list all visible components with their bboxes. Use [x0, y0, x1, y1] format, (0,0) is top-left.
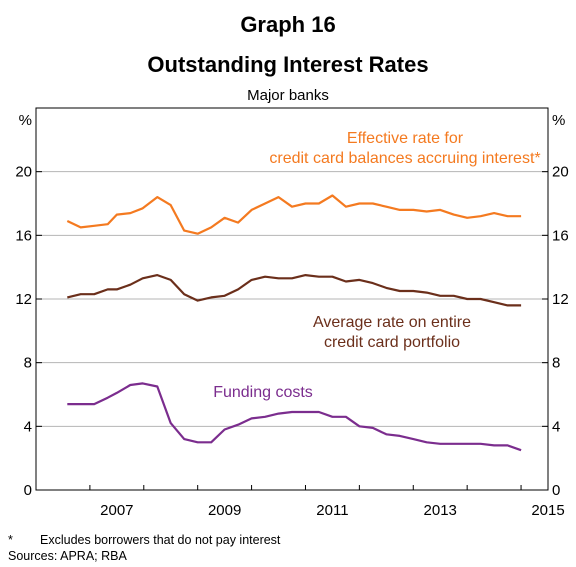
series-line	[67, 382, 522, 452]
x-tick-label: 2009	[208, 502, 241, 519]
y-tick-label-right: 8	[552, 355, 560, 372]
y-unit-right: %	[552, 112, 565, 129]
y-tick-label-right: 16	[552, 227, 569, 244]
series-label: Average rate on entire	[313, 314, 471, 331]
x-tick-label: 2011	[316, 502, 348, 519]
y-tick-label-right: 4	[552, 418, 560, 435]
x-tick-label: 2013	[424, 502, 457, 519]
x-tick-label: 2015	[531, 502, 564, 519]
y-tick-label-right: 0	[552, 482, 560, 499]
y-tick-label-right: 20	[552, 164, 569, 181]
series-label: Effective rate for	[347, 130, 464, 147]
x-tick-label: 2007	[100, 502, 133, 519]
footnote-text: Excludes borrowers that do not pay inter…	[40, 533, 281, 547]
footnote-marker: *	[8, 533, 13, 547]
chart-title-line2: Outstanding Interest Rates	[147, 52, 429, 77]
series-line	[66, 194, 522, 235]
y-tick-label-left: 8	[24, 355, 32, 372]
chart-title-line1: Graph 16	[240, 12, 336, 37]
series-line	[67, 274, 522, 307]
series-label: credit card balances accruing interest*	[269, 150, 540, 167]
chart-subtitle: Major banks	[247, 87, 329, 104]
y-tick-label-left: 16	[15, 227, 32, 244]
line-chart: 0 0 4 4 8 8 12 12 16 16 20 20% % 2007 2009 2011 2013 2015…	[15, 107, 569, 519]
y-unit-left: %	[19, 112, 32, 129]
y-tick-label-left: 4	[24, 418, 32, 435]
sources-note: Sources: APRA; RBA	[8, 549, 127, 563]
series-label: Funding costs	[213, 384, 313, 401]
y-tick-label-left: 20	[15, 164, 32, 181]
y-tick-label-left: 12	[15, 291, 32, 308]
y-tick-label-right: 12	[552, 291, 569, 308]
y-tick-label-left: 0	[24, 482, 32, 499]
series-label: credit card portfolio	[324, 334, 460, 351]
